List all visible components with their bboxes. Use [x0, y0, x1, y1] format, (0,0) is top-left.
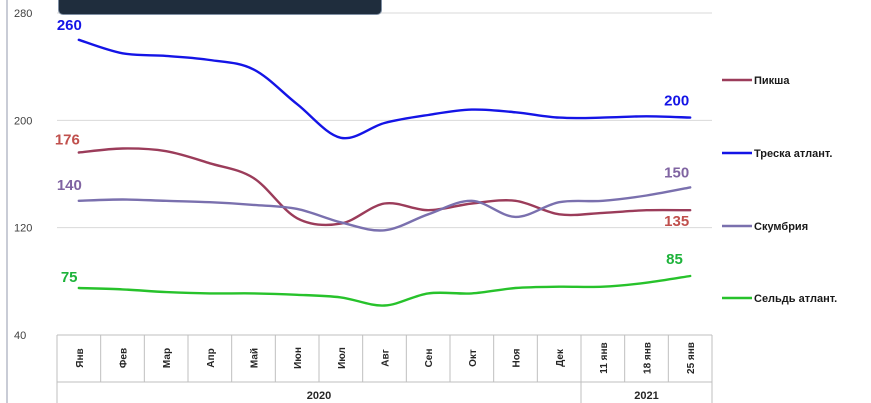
data-label-first: 260 [57, 17, 82, 34]
data-label-first: 176 [55, 132, 80, 149]
x-tick-label: Дек [555, 348, 566, 367]
data-label-last: 150 [664, 164, 689, 181]
chart-legend: Пикша Треска атлант. Скумбрия Сельдь атлант… [722, 75, 837, 305]
data-label-last: 200 [664, 93, 689, 110]
legend-label: Треска атлант. [754, 148, 832, 160]
x-tick-label: Сен [424, 349, 435, 368]
series-line-3 [77, 274, 692, 307]
series-line-1 [77, 38, 692, 140]
x-tick-label: Ноя [512, 348, 523, 367]
data-label-last: 135 [664, 213, 689, 230]
x-tick-label: Янв [75, 348, 86, 367]
data-label-last: 85 [666, 251, 683, 268]
y-tick-label: 40 [14, 330, 26, 342]
legend-label: Скумбрия [754, 221, 808, 233]
y-tick-label: 280 [14, 8, 32, 20]
x-tick-label: Апр [206, 348, 217, 367]
legend-label: Сельдь атлант. [754, 293, 837, 305]
series-line-0 [77, 147, 692, 227]
chart-axes: 40 120 200 280 Янв Фев Мар Апр Май Июн Июл Авг Сен Ок… [14, 8, 713, 403]
x-tick-label: Июн [293, 347, 304, 369]
legend-label: Пикша [754, 75, 790, 87]
x-tick-label: 25 янв [686, 342, 697, 374]
year-group-label: 2020 [307, 390, 331, 402]
x-tick-label: Май [250, 348, 261, 368]
chart-data-labels: 176 135 260 200 140 150 75 85 [55, 17, 689, 286]
x-tick-label: Июл [337, 347, 348, 369]
year-group-label: 2021 [634, 390, 658, 402]
series-line-2 [77, 186, 692, 232]
chart-title-banner [58, 0, 382, 15]
data-label-first: 140 [57, 177, 82, 194]
x-tick-label: 11 янв [599, 342, 610, 373]
y-tick-label: 200 [14, 115, 32, 127]
y-tick-label: 120 [14, 223, 32, 235]
x-tick-label: Мар [162, 348, 173, 368]
x-tick-label: Авг [381, 349, 392, 367]
chart-series-lines [77, 38, 692, 307]
x-tick-label: 18 янв [643, 342, 654, 374]
data-label-first: 75 [61, 269, 78, 286]
x-tick-label: Фев [119, 348, 130, 368]
x-tick-label: Окт [468, 349, 479, 367]
frame-left-rule [6, 0, 8, 403]
